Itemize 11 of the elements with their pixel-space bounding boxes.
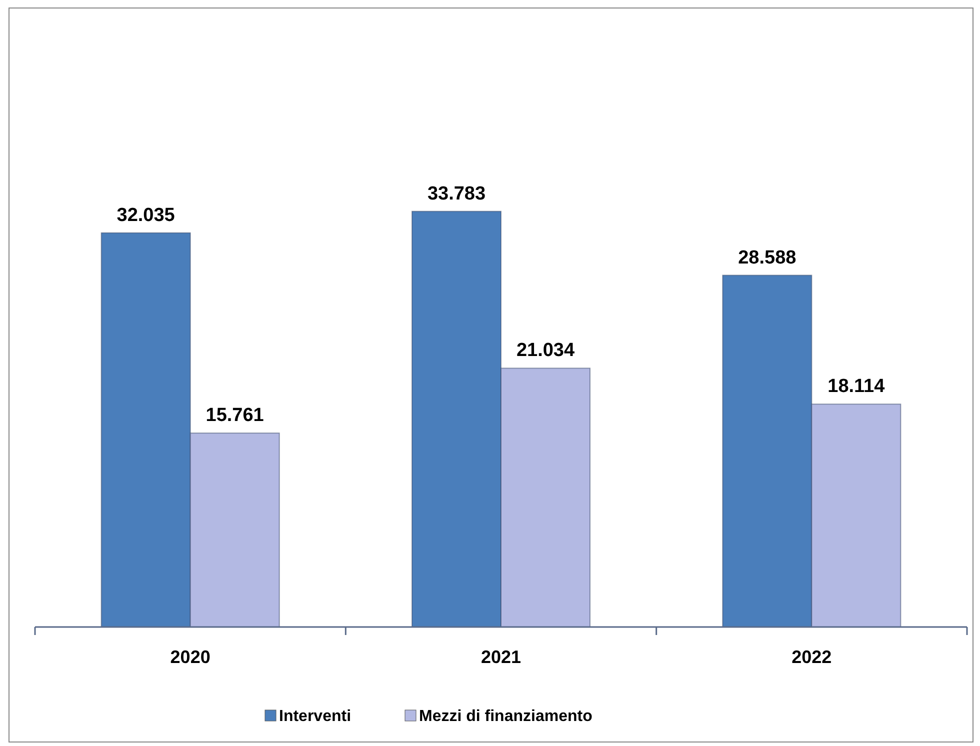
data-label: 21.034 [516, 340, 575, 362]
legend-label: Interventi [279, 708, 352, 725]
x-tick-label: 2022 [792, 647, 832, 667]
x-tick-label: 2021 [480, 647, 522, 667]
data-label: 32.035 [116, 204, 176, 226]
data-label: 15.761 [206, 405, 264, 426]
data-label: 18.114 [828, 376, 886, 398]
data-label: 28.588 [738, 247, 796, 268]
legend-label: Mezzi di finanziamento [419, 708, 593, 725]
x-tick-label: 2020 [170, 647, 210, 667]
data-label: 33.783 [427, 183, 486, 204]
